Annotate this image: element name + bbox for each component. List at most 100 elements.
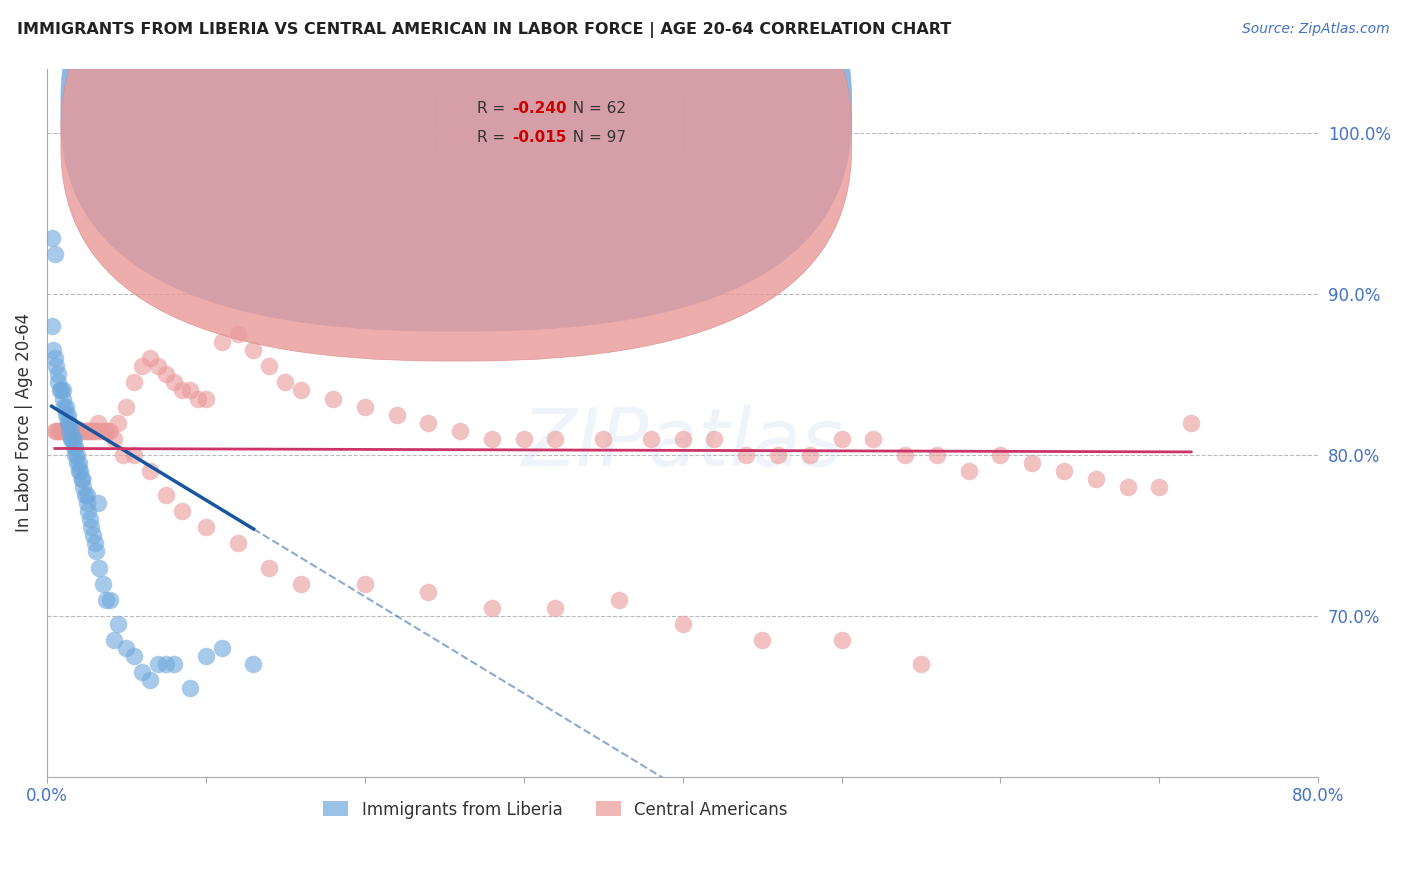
Point <box>60 432 83 446</box>
Point <box>94 592 117 607</box>
Point <box>46 424 69 438</box>
Text: IMMIGRANTS FROM LIBERIA VS CENTRAL AMERICAN IN LABOR FORCE | AGE 20-64 CORRELATI: IMMIGRANTS FROM LIBERIA VS CENTRAL AMERI… <box>17 22 950 38</box>
Point <box>66 456 89 470</box>
Text: R =: R = <box>477 130 510 145</box>
Point <box>59 424 82 438</box>
Point <box>107 416 129 430</box>
Y-axis label: In Labor Force | Age 20-64: In Labor Force | Age 20-64 <box>15 313 32 533</box>
Point <box>418 416 440 430</box>
Point <box>77 424 100 438</box>
Point <box>76 496 98 510</box>
Point <box>671 432 693 446</box>
Point <box>146 657 169 672</box>
Point <box>124 649 146 664</box>
Point <box>51 384 73 398</box>
Point <box>83 536 105 550</box>
Text: R =: R = <box>477 101 510 116</box>
Point <box>990 448 1012 462</box>
Text: ZIPatlas: ZIPatlas <box>522 405 844 483</box>
Point <box>385 408 408 422</box>
Point <box>53 400 76 414</box>
Point <box>41 230 63 244</box>
Point <box>45 359 67 374</box>
Point <box>73 424 96 438</box>
Text: N = 62: N = 62 <box>562 101 626 116</box>
Point <box>1021 456 1043 470</box>
Point <box>155 488 177 502</box>
Point <box>163 376 186 390</box>
Point <box>290 576 312 591</box>
Point <box>45 424 67 438</box>
Point <box>89 560 111 574</box>
Point <box>80 520 103 534</box>
Point <box>124 448 146 462</box>
Point <box>957 464 980 478</box>
Point <box>58 416 80 430</box>
Point <box>41 319 63 334</box>
Point <box>100 424 122 438</box>
Point <box>640 432 662 446</box>
Point <box>44 424 66 438</box>
Point <box>96 424 118 438</box>
Point <box>242 343 264 358</box>
Point <box>131 665 153 680</box>
Point <box>67 456 90 470</box>
Point <box>103 432 125 446</box>
Point <box>93 424 115 438</box>
Point <box>831 432 853 446</box>
Point <box>72 480 94 494</box>
Point <box>211 335 233 350</box>
Point <box>512 432 534 446</box>
Point <box>187 392 209 406</box>
Point <box>766 448 789 462</box>
Point <box>70 472 93 486</box>
Point <box>59 424 82 438</box>
Point <box>925 448 948 462</box>
Point <box>322 392 344 406</box>
Point <box>544 600 567 615</box>
Point <box>90 424 112 438</box>
Point <box>51 424 73 438</box>
Point <box>1180 416 1202 430</box>
Point <box>72 424 94 438</box>
Point <box>66 424 89 438</box>
Point <box>56 416 79 430</box>
Point <box>353 576 375 591</box>
Point <box>58 424 80 438</box>
Point <box>82 424 104 438</box>
Point <box>44 351 66 366</box>
Point <box>52 424 75 438</box>
Point <box>139 673 162 688</box>
Point <box>211 641 233 656</box>
Point <box>76 488 98 502</box>
Point <box>481 432 503 446</box>
Legend: Immigrants from Liberia, Central Americans: Immigrants from Liberia, Central America… <box>316 794 794 825</box>
Point <box>194 392 217 406</box>
Point <box>73 488 96 502</box>
Point <box>894 448 917 462</box>
Point <box>53 424 76 438</box>
Point <box>63 424 86 438</box>
Point <box>60 424 83 438</box>
Point <box>831 633 853 648</box>
Point <box>60 432 83 446</box>
Point <box>58 424 80 438</box>
Point <box>65 424 87 438</box>
Point <box>48 424 70 438</box>
Point <box>481 600 503 615</box>
Point <box>103 633 125 648</box>
FancyBboxPatch shape <box>60 0 852 331</box>
Point <box>52 384 75 398</box>
Point <box>194 649 217 664</box>
Point <box>80 424 103 438</box>
Point <box>112 448 135 462</box>
Point <box>46 368 69 382</box>
Point <box>59 432 82 446</box>
Point <box>96 424 118 438</box>
Point <box>56 408 79 422</box>
Point <box>100 592 122 607</box>
Point <box>449 424 471 438</box>
Point <box>87 424 110 438</box>
Point <box>274 376 297 390</box>
FancyBboxPatch shape <box>60 0 852 361</box>
